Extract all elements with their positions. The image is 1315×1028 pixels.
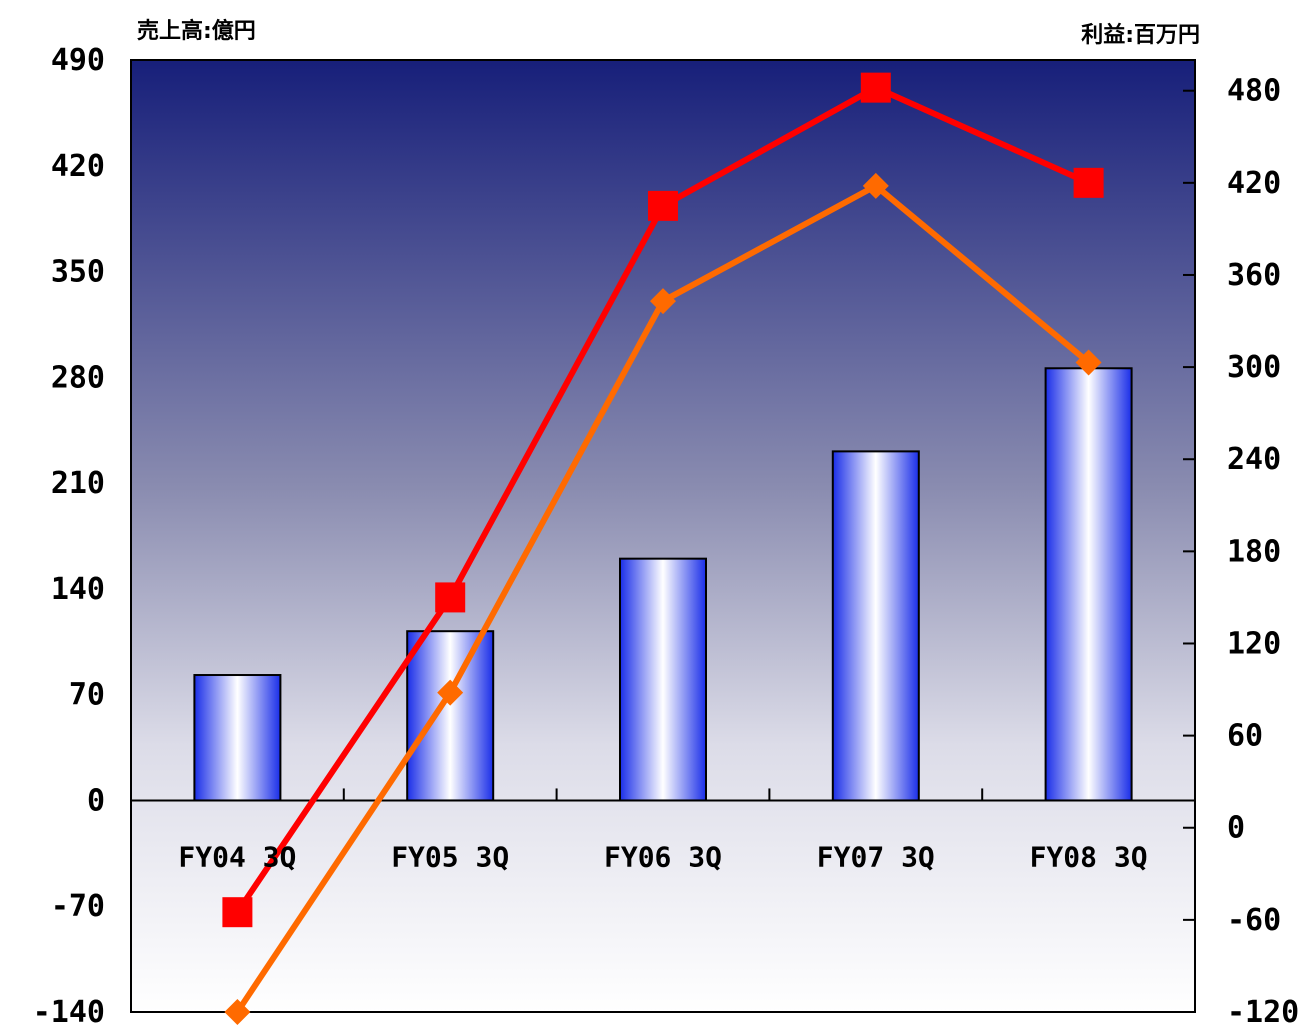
diamond-marker-4 [1075,349,1102,376]
category-label-0: FY04 3Q [178,840,296,873]
bar-2 [619,557,707,802]
right-tick-label-9: -60 [1227,903,1281,938]
category-label-3: FY07 3Q [817,840,935,873]
right-tick-label-6: 120 [1227,626,1281,661]
category-label-2: FY06 3Q [604,840,722,873]
bar-1 [406,630,495,802]
right-tick-label-0: 480 [1227,74,1281,109]
left-tick-label-5: 140 [51,572,105,607]
left-tick-label-6: 70 [69,678,105,713]
square-marker-3 [860,72,891,103]
left-tick-label-2: 350 [51,255,105,290]
left-tick-label-0: 490 [51,43,105,78]
right-tick-label-2: 360 [1227,258,1281,293]
square-marker-0 [222,897,253,928]
diamond-marker-3 [862,172,889,199]
right-tick-label-8: 0 [1227,811,1245,846]
left-tick-label-9: -140 [33,995,105,1028]
square-marker-4 [1073,167,1104,198]
left-tick-label-8: -70 [51,889,105,924]
right-tick-label-3: 300 [1227,350,1281,385]
category-label-4: FY08 3Q [1030,840,1148,873]
right-tick-label-5: 180 [1227,534,1281,569]
category-label-1: FY05 3Q [391,840,509,873]
right-tick-label-1: 420 [1227,166,1281,201]
left-tick-label-3: 280 [51,360,105,395]
diamond-marker-2 [650,288,676,315]
left-axis-unit: 売上高:億円 [137,18,256,44]
diamond-marker-0 [224,999,251,1025]
left-tick-label-1: 420 [51,149,105,184]
bar-0 [193,674,282,802]
bar-4 [1044,367,1133,802]
square-marker-1 [435,582,466,613]
square-marker-2 [648,190,678,221]
left-tick-label-4: 210 [51,466,105,501]
right-tick-label-10: -120 [1227,995,1299,1028]
right-axis-unit: 利益:百万円 [1081,22,1200,48]
bar-3 [831,450,920,802]
diamond-marker-1 [437,679,464,706]
right-tick-label-7: 60 [1227,719,1263,754]
left-tick-label-7: 0 [87,783,105,818]
right-tick-label-4: 240 [1227,442,1281,477]
